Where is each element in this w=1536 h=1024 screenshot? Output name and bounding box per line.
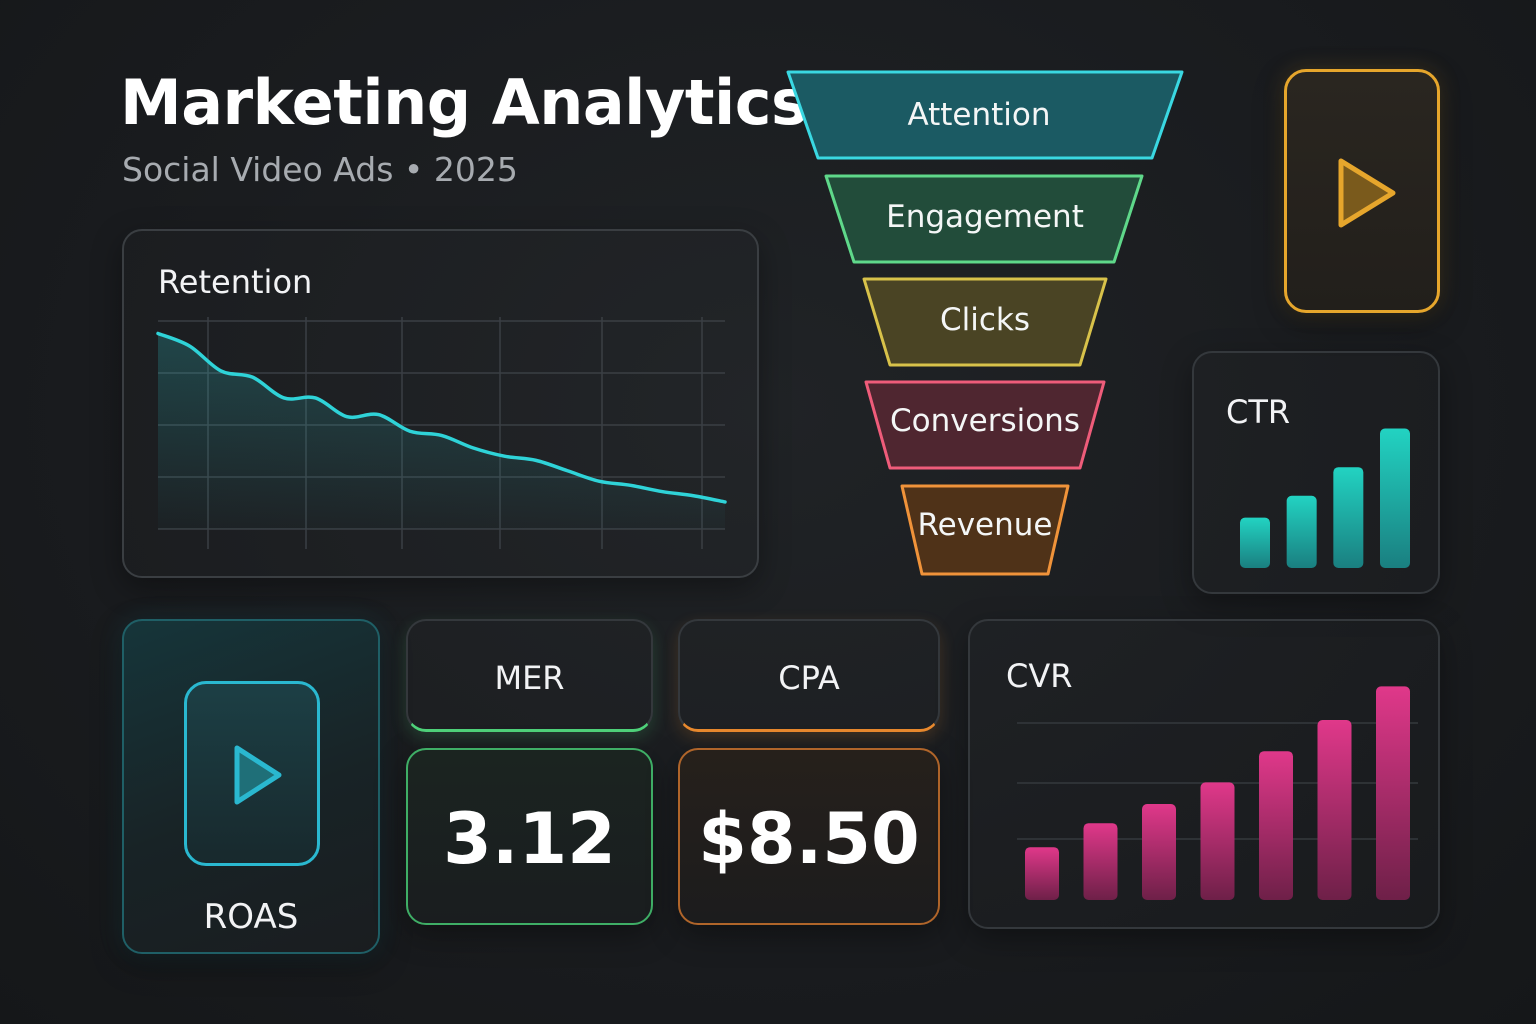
retention-area [158,333,725,529]
marketing-funnel: Attention Engagement Clicks Conversions … [786,70,1184,576]
funnel-label-revenue: Revenue [917,507,1052,543]
funnel-label-attention: Attention [907,97,1050,133]
cvr-bar [1025,847,1059,900]
roas-label: ROAS [203,897,299,937]
ctr-title: CTR [1226,393,1291,431]
funnel-label-clicks: Clicks [940,302,1030,338]
mer-value: 3.12 [443,798,616,880]
play-icon [234,745,282,805]
funnel-label-engagement: Engagement [886,199,1084,235]
funnel-stage-engagement[interactable]: Engagement [824,174,1144,264]
roas-card[interactable]: ROAS [122,619,380,954]
cvr-bar [1083,823,1118,900]
mer-label: MER [494,659,565,697]
page-title: Marketing Analytics [120,66,808,139]
cvr-chart [1017,686,1418,900]
cvr-bar [1376,686,1410,900]
ctr-bar [1333,467,1364,568]
cvr-bar [1142,804,1176,900]
ctr-card[interactable]: CTR [1192,351,1440,594]
retention-line [156,331,727,504]
ctr-bar [1240,517,1270,568]
funnel-stage-conversions[interactable]: Conversions [864,380,1106,470]
ctr-chart [1240,428,1410,568]
mer-value-card[interactable]: 3.12 [406,748,653,925]
cvr-bar [1317,720,1352,900]
roas-video-frame [184,681,320,866]
ctr-bar [1380,428,1410,568]
page-subtitle: Social Video Ads • 2025 [122,150,518,189]
funnel-stage-clicks[interactable]: Clicks [862,277,1108,367]
cpa-value-card[interactable]: $8.50 [678,748,940,925]
mer-label-card: MER [406,619,653,732]
cpa-value: $8.50 [698,798,920,880]
funnel-stage-revenue[interactable]: Revenue [900,484,1070,576]
cvr-bar [1259,751,1293,900]
cvr-title: CVR [1006,657,1073,695]
funnel-stage-attention[interactable]: Attention [786,70,1184,160]
video-preview-card[interactable] [1284,69,1440,313]
retention-title: Retention [158,263,313,301]
ctr-bar [1286,495,1317,568]
funnel-label-conversions: Conversions [890,403,1080,439]
retention-chart [156,317,727,549]
cvr-bar [1200,782,1235,900]
cvr-card[interactable]: CVR [968,619,1440,929]
retention-card[interactable]: Retention [122,229,759,578]
cpa-label: CPA [778,659,840,697]
cpa-label-card: CPA [678,619,940,732]
play-icon [1338,158,1396,228]
